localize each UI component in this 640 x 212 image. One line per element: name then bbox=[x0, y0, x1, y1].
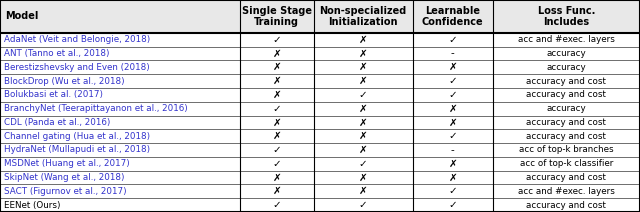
Text: Model: Model bbox=[5, 11, 38, 21]
Text: accuracy: accuracy bbox=[547, 63, 586, 72]
Text: Learnable
Confidence: Learnable Confidence bbox=[422, 6, 484, 27]
Text: ✗: ✗ bbox=[359, 104, 367, 114]
Text: EENet (Ours): EENet (Ours) bbox=[4, 201, 60, 210]
Text: -: - bbox=[451, 145, 454, 155]
Text: SACT (Figurnov et al., 2017): SACT (Figurnov et al., 2017) bbox=[4, 187, 127, 196]
Text: accuracy: accuracy bbox=[547, 104, 586, 113]
Bar bbox=[0, 33, 640, 47]
Text: ✗: ✗ bbox=[449, 173, 457, 183]
Text: accuracy: accuracy bbox=[547, 49, 586, 58]
Text: BranchyNet (Teerapittayanon et al., 2016): BranchyNet (Teerapittayanon et al., 2016… bbox=[4, 104, 188, 113]
Text: ✓: ✓ bbox=[273, 104, 281, 114]
Text: ✗: ✗ bbox=[359, 76, 367, 86]
Text: ✗: ✗ bbox=[273, 186, 281, 196]
Text: CDL (Panda et al., 2016): CDL (Panda et al., 2016) bbox=[4, 118, 110, 127]
Text: ✗: ✗ bbox=[273, 131, 281, 141]
Text: BlockDrop (Wu et al., 2018): BlockDrop (Wu et al., 2018) bbox=[4, 77, 124, 86]
Text: MSDNet (Huang et al., 2017): MSDNet (Huang et al., 2017) bbox=[4, 159, 129, 168]
Text: ✗: ✗ bbox=[449, 104, 457, 114]
Text: ✗: ✗ bbox=[359, 131, 367, 141]
Text: ✗: ✗ bbox=[449, 159, 457, 169]
Text: ✓: ✓ bbox=[449, 200, 457, 210]
Bar bbox=[0, 143, 640, 157]
Bar bbox=[0, 88, 640, 102]
Bar bbox=[0, 129, 640, 143]
Text: accuracy and cost: accuracy and cost bbox=[527, 132, 606, 141]
Text: Single Stage
Training: Single Stage Training bbox=[242, 6, 312, 27]
Text: ✓: ✓ bbox=[273, 159, 281, 169]
Text: ✓: ✓ bbox=[449, 35, 457, 45]
Text: ✓: ✓ bbox=[273, 200, 281, 210]
Text: Non-specialized
Initialization: Non-specialized Initialization bbox=[319, 6, 407, 27]
Text: ANT (Tanno et al., 2018): ANT (Tanno et al., 2018) bbox=[4, 49, 109, 58]
Text: ✓: ✓ bbox=[273, 145, 281, 155]
Text: acc and #exec. layers: acc and #exec. layers bbox=[518, 187, 615, 196]
Bar bbox=[0, 171, 640, 184]
Text: SkipNet (Wang et al., 2018): SkipNet (Wang et al., 2018) bbox=[4, 173, 124, 182]
Text: ✗: ✗ bbox=[359, 173, 367, 183]
Text: Loss Func.
Includes: Loss Func. Includes bbox=[538, 6, 595, 27]
Text: ✗: ✗ bbox=[359, 62, 367, 72]
Text: ✗: ✗ bbox=[359, 186, 367, 196]
Text: Berestizshevsky and Even (2018): Berestizshevsky and Even (2018) bbox=[4, 63, 150, 72]
Text: HydraNet (Mullapudi et al., 2018): HydraNet (Mullapudi et al., 2018) bbox=[4, 145, 150, 155]
Text: ✗: ✗ bbox=[359, 49, 367, 59]
Text: ✓: ✓ bbox=[359, 200, 367, 210]
Text: accuracy and cost: accuracy and cost bbox=[527, 118, 606, 127]
Text: ✗: ✗ bbox=[273, 76, 281, 86]
Text: ✓: ✓ bbox=[359, 90, 367, 100]
Text: ✗: ✗ bbox=[273, 62, 281, 72]
Text: ✓: ✓ bbox=[359, 159, 367, 169]
Text: AdaNet (Veit and Belongie, 2018): AdaNet (Veit and Belongie, 2018) bbox=[4, 35, 150, 44]
Bar bbox=[0, 0, 640, 33]
Text: ✓: ✓ bbox=[449, 131, 457, 141]
Bar bbox=[0, 184, 640, 198]
Bar bbox=[0, 102, 640, 116]
Text: ✗: ✗ bbox=[273, 90, 281, 100]
Text: ✓: ✓ bbox=[273, 35, 281, 45]
Text: ✗: ✗ bbox=[359, 35, 367, 45]
Text: ✗: ✗ bbox=[273, 117, 281, 127]
Text: accuracy and cost: accuracy and cost bbox=[527, 90, 606, 99]
Text: acc of top-k branches: acc of top-k branches bbox=[519, 145, 614, 155]
Text: acc and #exec. layers: acc and #exec. layers bbox=[518, 35, 615, 44]
Bar bbox=[0, 198, 640, 212]
Text: ✗: ✗ bbox=[449, 117, 457, 127]
Text: accuracy and cost: accuracy and cost bbox=[527, 77, 606, 86]
Bar bbox=[0, 157, 640, 171]
Text: -: - bbox=[451, 49, 454, 59]
Text: ✗: ✗ bbox=[359, 145, 367, 155]
Bar bbox=[0, 60, 640, 74]
Bar bbox=[0, 116, 640, 129]
Text: ✗: ✗ bbox=[449, 62, 457, 72]
Bar bbox=[0, 47, 640, 60]
Bar bbox=[0, 74, 640, 88]
Text: ✗: ✗ bbox=[273, 49, 281, 59]
Text: Channel gating (Hua et al., 2018): Channel gating (Hua et al., 2018) bbox=[4, 132, 150, 141]
Text: ✓: ✓ bbox=[449, 76, 457, 86]
Text: accuracy and cost: accuracy and cost bbox=[527, 173, 606, 182]
Text: ✓: ✓ bbox=[449, 186, 457, 196]
Text: ✗: ✗ bbox=[359, 117, 367, 127]
Text: ✓: ✓ bbox=[449, 90, 457, 100]
Text: accuracy and cost: accuracy and cost bbox=[527, 201, 606, 210]
Text: Bolukbasi et al. (2017): Bolukbasi et al. (2017) bbox=[4, 90, 103, 99]
Text: ✗: ✗ bbox=[273, 173, 281, 183]
Text: acc of top-k classifier: acc of top-k classifier bbox=[520, 159, 613, 168]
